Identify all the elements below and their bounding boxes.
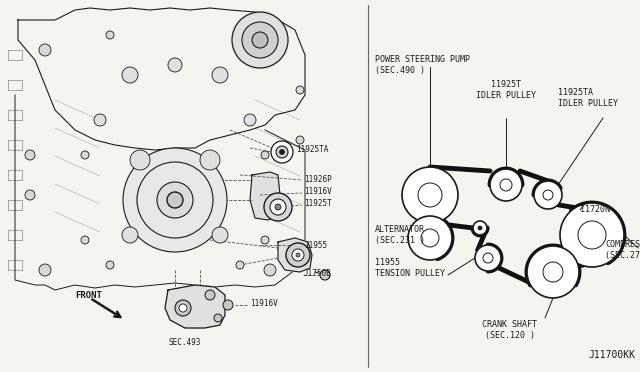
Text: 11916V: 11916V — [250, 298, 278, 308]
Text: 11720N: 11720N — [580, 205, 610, 215]
Polygon shape — [250, 172, 280, 220]
Circle shape — [560, 203, 624, 267]
Circle shape — [534, 181, 562, 209]
Text: 11925T: 11925T — [304, 199, 332, 208]
Text: FRONT: FRONT — [75, 292, 102, 301]
Text: POWER STEERING PUMP
(SEC.490 ): POWER STEERING PUMP (SEC.490 ) — [375, 55, 470, 75]
Circle shape — [292, 249, 304, 261]
Text: 11925T
IDLER PULLEY: 11925T IDLER PULLEY — [476, 80, 536, 100]
Circle shape — [261, 151, 269, 159]
Circle shape — [296, 136, 304, 144]
Circle shape — [473, 221, 487, 235]
Circle shape — [280, 150, 285, 154]
Circle shape — [475, 245, 501, 271]
Text: 11955: 11955 — [304, 241, 327, 250]
Text: SEC.493: SEC.493 — [169, 338, 201, 347]
Circle shape — [478, 226, 482, 230]
Circle shape — [271, 141, 293, 163]
Circle shape — [106, 31, 114, 39]
Circle shape — [123, 148, 227, 252]
Text: J1750B: J1750B — [304, 269, 332, 278]
Circle shape — [275, 204, 281, 210]
Circle shape — [490, 169, 522, 201]
Circle shape — [261, 236, 269, 244]
Text: CRANK SHAFT
(SEC.120 ): CRANK SHAFT (SEC.120 ) — [483, 320, 538, 340]
Circle shape — [242, 22, 278, 58]
Circle shape — [157, 182, 193, 218]
Circle shape — [264, 264, 276, 276]
Text: 11916V: 11916V — [304, 187, 332, 196]
Text: 11925TA
IDLER PULLEY: 11925TA IDLER PULLEY — [558, 88, 618, 108]
Circle shape — [39, 264, 51, 276]
Circle shape — [25, 150, 35, 160]
Circle shape — [122, 67, 138, 83]
Circle shape — [264, 44, 276, 56]
Circle shape — [296, 86, 304, 94]
Text: 11925TA: 11925TA — [296, 144, 328, 154]
Circle shape — [175, 300, 191, 316]
Circle shape — [106, 261, 114, 269]
Circle shape — [236, 261, 244, 269]
Circle shape — [130, 150, 150, 170]
Circle shape — [286, 243, 310, 267]
Circle shape — [270, 199, 286, 215]
Circle shape — [212, 227, 228, 243]
Circle shape — [223, 300, 233, 310]
Circle shape — [39, 44, 51, 56]
Circle shape — [212, 67, 228, 83]
Circle shape — [527, 246, 579, 298]
Circle shape — [276, 146, 288, 158]
Circle shape — [320, 270, 330, 280]
Circle shape — [200, 150, 220, 170]
Circle shape — [167, 192, 183, 208]
Circle shape — [81, 236, 89, 244]
Text: ALTERNATOR
(SEC.231 ): ALTERNATOR (SEC.231 ) — [375, 225, 425, 245]
Text: 11955
TENSION PULLEY: 11955 TENSION PULLEY — [375, 258, 445, 278]
Circle shape — [205, 290, 215, 300]
Circle shape — [122, 227, 138, 243]
Circle shape — [168, 58, 182, 72]
Circle shape — [264, 193, 292, 221]
Text: COMPRESSOR
(SEC.274 ): COMPRESSOR (SEC.274 ) — [605, 240, 640, 260]
Polygon shape — [278, 238, 312, 272]
Polygon shape — [165, 285, 225, 328]
Circle shape — [252, 32, 268, 48]
Circle shape — [94, 114, 106, 126]
Circle shape — [244, 114, 256, 126]
Circle shape — [25, 190, 35, 200]
Text: J11700KK: J11700KK — [588, 350, 635, 360]
Circle shape — [408, 216, 452, 260]
Circle shape — [236, 31, 244, 39]
Circle shape — [402, 167, 458, 223]
Circle shape — [296, 253, 300, 257]
Circle shape — [81, 151, 89, 159]
Text: 11926P: 11926P — [304, 174, 332, 183]
Circle shape — [214, 314, 222, 322]
Circle shape — [232, 12, 288, 68]
Circle shape — [179, 304, 187, 312]
